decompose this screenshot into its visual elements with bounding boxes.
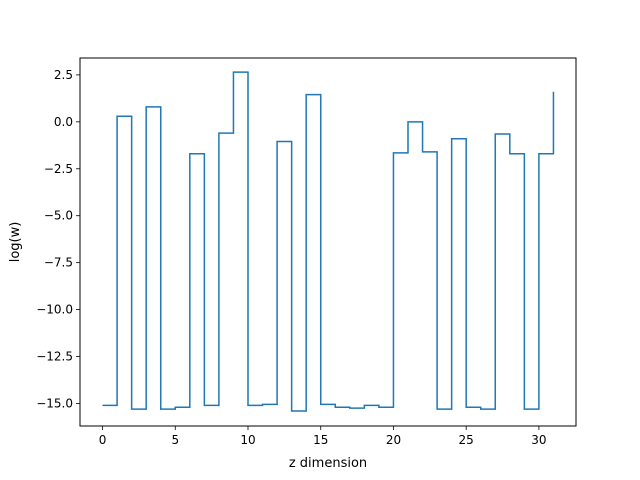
x-tick-label: 0	[99, 433, 107, 447]
y-tick-label: 0.0	[54, 115, 73, 129]
x-tick-label: 10	[240, 433, 255, 447]
y-tick-label: −7.5	[44, 256, 73, 270]
x-axis-label: z dimension	[289, 456, 367, 471]
series-line-0	[102, 71, 555, 412]
y-tick-label: −10.0	[36, 303, 73, 317]
y-tick-label: −5.0	[44, 209, 73, 223]
x-tick-label: 20	[386, 433, 401, 447]
y-tick-label: −12.5	[36, 350, 73, 364]
x-tick-label: 30	[531, 433, 546, 447]
plot-frame	[79, 57, 577, 427]
y-tick-label: −2.5	[44, 162, 73, 176]
y-axis-label: log(w)	[8, 222, 23, 263]
plot-area	[80, 58, 576, 426]
x-tick-label: 25	[459, 433, 474, 447]
x-tick-label: 15	[313, 433, 328, 447]
x-tick-label: 5	[171, 433, 179, 447]
y-tick-label: −15.0	[36, 396, 73, 410]
y-tick-label: 2.5	[54, 68, 73, 82]
